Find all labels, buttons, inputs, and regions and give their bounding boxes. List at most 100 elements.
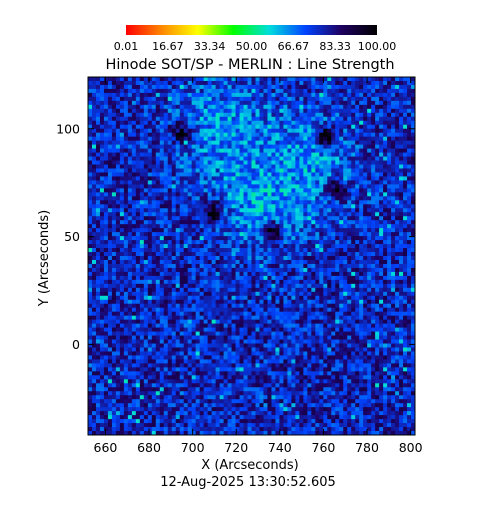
heatmap-cell [347,148,352,153]
heatmap-cell [299,240,304,245]
heatmap-cell [107,96,113,102]
heatmap-cell [239,311,244,317]
heatmap-cell [295,92,300,98]
heatmap-cell [351,311,356,317]
heatmap-cell [175,108,181,114]
heatmap-cell [363,283,368,289]
heatmap-cell [171,108,177,114]
heatmap-cell [99,108,105,114]
heatmap-cell [315,248,320,253]
heatmap-cell [123,164,129,169]
heatmap-cell [119,244,125,249]
heatmap-cell [151,112,157,118]
heatmap-cell [223,180,228,185]
heatmap-cell [227,140,232,146]
heatmap-cell [95,176,101,181]
heatmap-cell [363,263,368,269]
heatmap-cell [343,232,348,237]
heatmap-cell [183,208,189,213]
heatmap-cell [303,124,308,130]
heatmap-cell [207,236,213,241]
heatmap-cell [331,188,336,193]
heatmap-cell [275,136,280,142]
heatmap-cell [167,256,173,261]
heatmap-cell [367,252,372,257]
heatmap-cell [307,84,312,90]
heatmap-cell [355,80,360,86]
heatmap-cell [367,152,372,157]
heatmap-cell [143,156,149,161]
heatmap-cell [227,144,232,149]
heatmap-cell [199,279,205,285]
heatmap-cell [279,232,284,237]
heatmap-cell [211,92,217,98]
heatmap-cell [91,275,97,281]
heatmap-cell [219,180,224,185]
heatmap-cell [159,136,165,142]
heatmap-cell [359,164,364,169]
heatmap-cell [307,204,312,209]
heatmap-cell [407,184,412,189]
heatmap-cell [203,136,209,142]
heatmap-cell [115,92,121,98]
heatmap-cell [235,196,240,201]
heatmap-cell [407,180,412,185]
heatmap-cell [219,271,224,277]
heatmap-cell [99,244,105,249]
heatmap-cell [127,136,133,142]
heatmap-cell [175,307,181,313]
heatmap-cell [327,216,332,221]
heatmap-cell [339,188,344,193]
heatmap-cell [175,299,181,305]
heatmap-cell [291,88,296,94]
heatmap-cell [131,184,137,189]
heatmap-cell [387,100,392,106]
heatmap-cell [259,196,264,201]
heatmap-cell [167,263,173,269]
heatmap-cell [103,100,109,106]
heatmap-cell [319,279,324,285]
heatmap-cell [167,232,173,237]
heatmap-cell [143,136,149,142]
heatmap-cell [247,220,252,225]
heatmap-cell [223,168,228,173]
heatmap-cell [251,256,256,261]
heatmap-cell [271,192,276,197]
heatmap-cell [179,291,185,297]
heatmap-cell [163,224,169,229]
heatmap-cell [287,200,292,205]
heatmap-cell [243,124,248,130]
heatmap-cell [95,180,101,185]
heatmap-cell [91,252,97,257]
heatmap-cell [399,208,404,213]
heatmap-cell [391,184,396,189]
heatmap-cell [407,136,412,142]
heatmap-cell [287,92,292,98]
heatmap-cell [391,303,396,309]
heatmap-cell [383,295,388,301]
heatmap-cell [151,208,157,213]
heatmap-cell [271,196,276,201]
heatmap-cell [299,232,304,237]
heatmap-cell [199,116,205,122]
heatmap-cell [111,299,117,305]
heatmap-cell [175,240,181,245]
heatmap-cell [239,240,244,245]
heatmap-cell [351,116,356,122]
heatmap-cell [127,275,133,281]
heatmap-cell [175,84,181,90]
heatmap-cell [207,259,213,265]
heatmap-cell [319,275,324,281]
heatmap-cell [355,168,360,173]
heatmap-cell [343,307,348,313]
heatmap-cell [395,152,400,157]
heatmap-cell [395,283,400,289]
heatmap-cell [171,196,177,201]
heatmap-cell [223,200,228,205]
heatmap-cell [255,236,260,241]
heatmap-cell [339,116,344,122]
heatmap-cell [327,271,332,277]
heatmap-cell [243,248,248,253]
heatmap-cell [399,180,404,185]
heatmap-cell [287,132,292,138]
